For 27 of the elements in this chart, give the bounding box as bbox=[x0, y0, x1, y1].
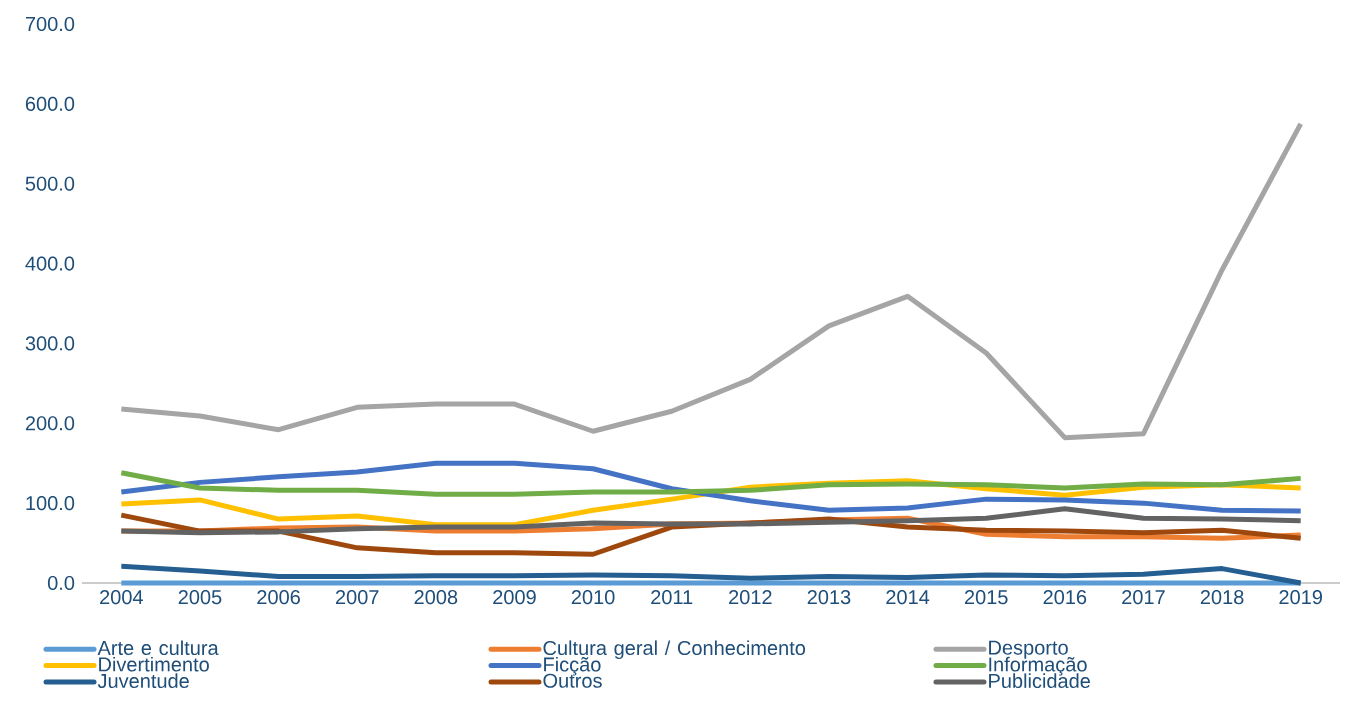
y-tick-label: 600.0 bbox=[25, 96, 75, 111]
y-tick-label: 200.0 bbox=[25, 416, 75, 431]
x-tick-label: 2005 bbox=[178, 590, 222, 605]
x-tick-label: 2006 bbox=[257, 590, 300, 605]
x-tick-label: 2007 bbox=[335, 590, 379, 605]
legend-label: Juventude bbox=[97, 673, 189, 689]
x-tick-label: 2009 bbox=[493, 590, 536, 605]
y-tick-label: 400.0 bbox=[25, 256, 75, 271]
legend-label: Divertimento bbox=[99, 656, 209, 672]
x-tick-label: 2008 bbox=[414, 590, 458, 605]
y-tick-label: 300.0 bbox=[25, 336, 75, 351]
x-tick-label: 2012 bbox=[729, 590, 772, 605]
x-tick-label: 2015 bbox=[964, 590, 1008, 605]
y-tick-label: 700.0 bbox=[25, 16, 75, 32]
x-tick-label: 2013 bbox=[807, 590, 851, 605]
x-tick-label: 2016 bbox=[1043, 590, 1087, 605]
x-tick-label: 2011 bbox=[651, 590, 693, 605]
x-tick-label: 2010 bbox=[571, 590, 615, 605]
y-tick-label: 500.0 bbox=[25, 176, 75, 191]
y-tick-label: 100.0 bbox=[26, 496, 75, 511]
x-tick-label: 2004 bbox=[100, 590, 143, 605]
y-tick-label: 0.0 bbox=[47, 575, 75, 591]
legend-label: Arte e cultura bbox=[97, 640, 219, 656]
x-tick-label: 2017 bbox=[1122, 590, 1165, 605]
x-tick-label: 2019 bbox=[1279, 590, 1322, 605]
x-tick-label: 2014 bbox=[886, 590, 930, 605]
x-tick-label: 2018 bbox=[1200, 590, 1244, 605]
